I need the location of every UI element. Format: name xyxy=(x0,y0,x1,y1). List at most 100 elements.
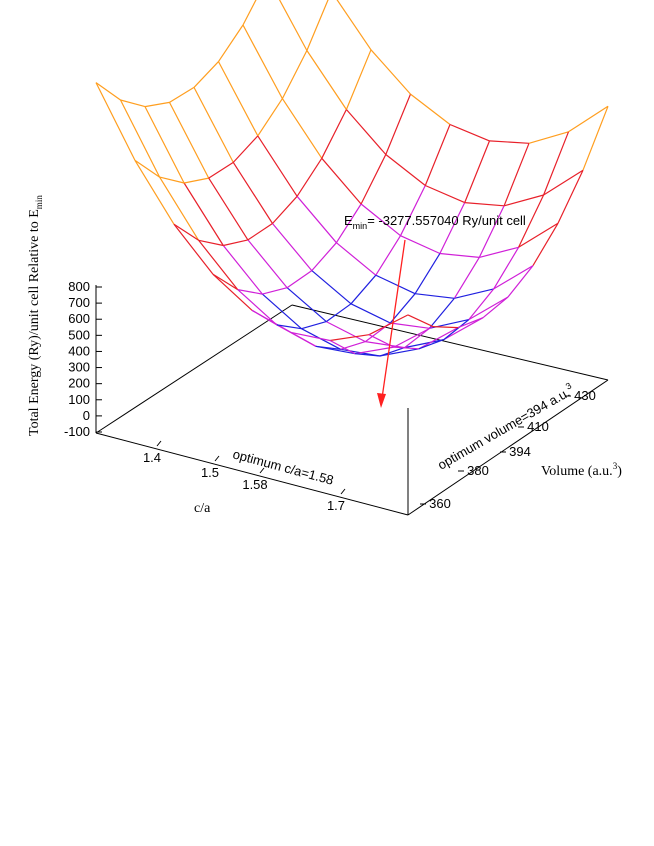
mesh-segment xyxy=(212,273,253,311)
y-tick-label: 380 xyxy=(467,463,489,478)
mesh-segment xyxy=(503,194,544,207)
mesh-segment xyxy=(370,49,411,95)
mesh-segment xyxy=(281,50,308,99)
mesh-segment xyxy=(478,205,505,258)
x-tick-label: 1.7 xyxy=(327,498,345,513)
mesh-segment xyxy=(242,0,257,26)
mesh-segment xyxy=(311,270,352,305)
mesh-segment xyxy=(193,87,234,163)
x-tick-mark xyxy=(156,440,162,447)
left-base-edge xyxy=(95,432,409,516)
mesh-segment xyxy=(464,202,505,207)
mesh-segment xyxy=(424,124,451,186)
mesh-segment xyxy=(390,322,430,329)
mesh-segment xyxy=(183,177,209,184)
mesh-segment xyxy=(296,157,323,197)
mesh-segment xyxy=(350,303,391,324)
mesh-segment xyxy=(169,86,195,103)
z-tick-label: 800 xyxy=(68,279,90,294)
z-tick-label: 400 xyxy=(68,343,90,358)
mesh-segment xyxy=(183,182,224,246)
mesh-segment xyxy=(468,296,509,321)
mesh-segment xyxy=(198,239,239,290)
mesh-segment xyxy=(489,140,530,144)
mesh-segment xyxy=(368,314,409,336)
y-axis-label-end: ) xyxy=(617,464,622,479)
z-tick-label: 700 xyxy=(68,295,90,310)
mesh-segment xyxy=(212,273,239,291)
mesh-segment xyxy=(306,0,329,51)
mesh-segment xyxy=(493,265,534,290)
mesh-segment xyxy=(454,288,494,299)
mesh-segment xyxy=(404,339,444,349)
mesh-segment xyxy=(95,82,136,161)
mesh-segment xyxy=(407,314,434,328)
mesh-segment xyxy=(443,317,484,341)
mesh-segment xyxy=(278,0,308,51)
mesh-segment xyxy=(425,184,465,204)
mesh-segment xyxy=(543,169,584,196)
z-tick-label: 0 xyxy=(83,408,90,423)
z-tick-label: 500 xyxy=(68,327,90,342)
mesh-segment xyxy=(336,242,377,276)
mesh-segment xyxy=(518,194,545,248)
mesh-segment xyxy=(276,324,302,330)
mesh-segment xyxy=(95,82,121,101)
emin-arrow xyxy=(377,239,406,408)
mesh-segment xyxy=(257,98,283,137)
mesh-segment xyxy=(223,239,249,247)
mesh-segment xyxy=(345,49,372,110)
z-tick-label: 200 xyxy=(68,376,90,391)
emin-annotation-rest: = -3277.557040 Ry/unit cell xyxy=(367,213,526,228)
mesh-segment xyxy=(482,296,509,319)
mesh-segment xyxy=(272,195,298,224)
z-tick-label: 100 xyxy=(68,392,90,407)
mesh-segment xyxy=(503,143,530,207)
mesh-segment xyxy=(464,140,491,203)
mesh-segment xyxy=(375,274,416,295)
mesh-segment xyxy=(439,202,466,254)
mesh-segment xyxy=(159,176,200,241)
mesh-segment xyxy=(479,246,519,258)
mesh-segment xyxy=(399,185,426,236)
z-axis-label: Total Energy (Ry)/unit cell Relative to … xyxy=(27,195,44,436)
mesh-segment xyxy=(301,321,327,330)
x-tick-mark xyxy=(340,488,346,495)
right-base-edge xyxy=(407,379,609,516)
mesh-segment xyxy=(439,252,480,258)
y-tick-label: 410 xyxy=(527,419,549,434)
mesh-segment xyxy=(432,326,459,329)
mesh-segment xyxy=(354,353,380,357)
mesh-segment xyxy=(325,303,352,323)
mesh-segment xyxy=(251,309,278,326)
mesh-segment xyxy=(272,223,313,271)
mesh-segment xyxy=(144,106,185,184)
mesh-segment xyxy=(414,253,441,295)
mesh-segment xyxy=(290,331,317,347)
x-tick-label: 1.58 xyxy=(242,477,267,492)
mesh-segment xyxy=(120,99,146,108)
mesh-segment xyxy=(286,287,327,323)
z-axis-label-sub: min xyxy=(34,195,44,210)
mesh-segment xyxy=(315,345,341,350)
mesh-segment xyxy=(528,131,569,144)
plot-frame xyxy=(95,285,609,516)
mesh-segment xyxy=(400,235,441,255)
mesh-segment xyxy=(237,289,263,295)
z-axis-label-main: Total Energy (Ry)/unit cell Relative to … xyxy=(27,209,42,436)
x-axis-ticks: 1.4 1.5 1.58 1.7 xyxy=(143,440,346,513)
mesh-segment xyxy=(354,346,395,355)
mesh-segment xyxy=(360,154,387,205)
mesh-segment xyxy=(385,154,426,186)
mesh-segment xyxy=(329,339,356,355)
back-left-edge xyxy=(95,304,293,434)
mesh-segment xyxy=(543,131,570,196)
z-tick-label: 600 xyxy=(68,311,90,326)
mesh-segment xyxy=(247,239,288,289)
mesh-segment xyxy=(582,106,609,171)
mesh-segment xyxy=(336,0,372,51)
mesh-segment xyxy=(262,287,288,295)
mesh-segment xyxy=(168,102,210,179)
mesh-segment xyxy=(350,274,377,305)
